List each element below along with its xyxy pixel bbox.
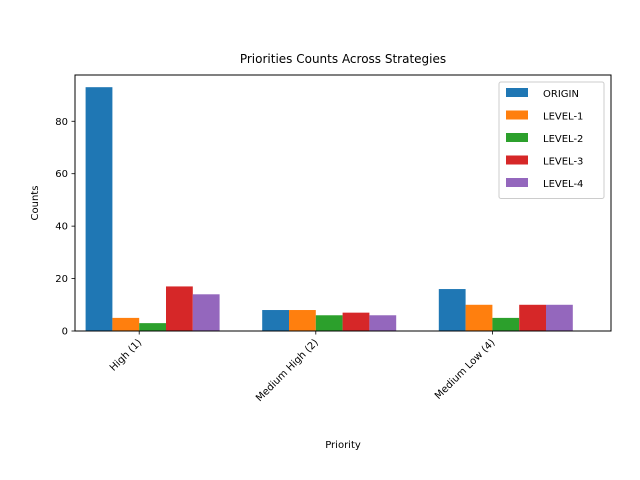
bar-level-4-2	[546, 304, 573, 331]
y-axis-label: Counts	[30, 186, 41, 221]
bar-origin-2	[438, 289, 466, 331]
bar-level-2-1	[315, 315, 343, 331]
legend-label-level-1: LEVEL-1	[543, 112, 583, 123]
legend-label-origin: ORIGIN	[543, 89, 579, 100]
y-tick-label: 80	[55, 117, 68, 128]
bar-level-1-1	[289, 310, 316, 331]
bar-level-2-2	[492, 317, 520, 331]
plot-frame	[74, 74, 612, 332]
legend-label-level-4: LEVEL-4	[543, 179, 583, 190]
bar-level-3-2	[519, 304, 546, 331]
legend-swatch-level-3	[506, 155, 528, 165]
bar-level-3-0	[166, 286, 193, 331]
y-tick-label: 20	[55, 274, 68, 285]
bar-level-1-2	[465, 304, 493, 331]
bar-level-1-0	[112, 317, 140, 331]
y-tick-label: 0	[62, 327, 68, 338]
bar-level-4-1	[369, 315, 397, 331]
bar-level-3-1	[342, 312, 370, 331]
y-tick-label: 60	[55, 169, 68, 180]
bar-origin-1	[262, 310, 289, 331]
chart-title: Priorities Counts Across Strategies	[240, 52, 446, 66]
bar-level-4-0	[192, 294, 220, 331]
bar-level-2-0	[139, 323, 166, 331]
y-axis-ticks: 0 20 40 60 80	[55, 117, 75, 338]
bars-group	[85, 87, 573, 331]
legend: ORIGIN LEVEL-1 LEVEL-2 LEVEL-3 LEVEL-4	[498, 81, 605, 199]
x-axis-label: Priority	[325, 440, 361, 451]
legend-swatch-level-2	[506, 133, 528, 142]
legend-swatch-level-4	[506, 178, 528, 187]
y-tick-label: 40	[55, 222, 68, 233]
legend-swatch-origin	[506, 88, 528, 97]
legend-swatch-level-1	[506, 110, 528, 120]
legend-label-level-3: LEVEL-3	[543, 157, 583, 168]
bar-origin-0	[85, 87, 113, 331]
legend-label-level-2: LEVEL-2	[543, 134, 583, 145]
